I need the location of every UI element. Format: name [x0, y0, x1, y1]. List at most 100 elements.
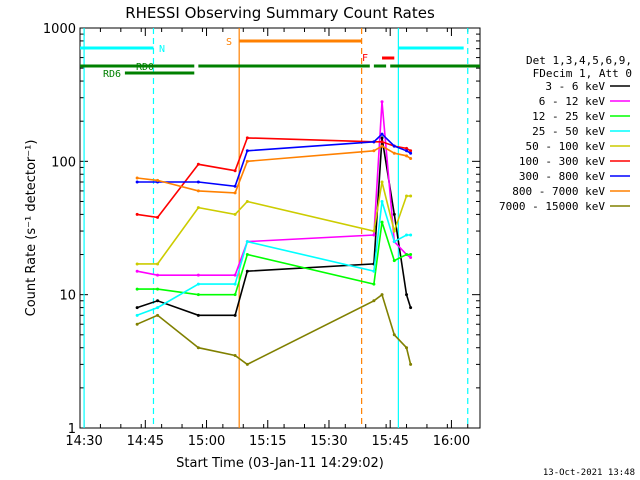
legend-entry-label: 7000 - 15000 keV	[499, 200, 605, 213]
series-line	[136, 137, 412, 219]
timestamp: 13-Oct-2021 13:48	[543, 468, 635, 478]
series-point	[233, 353, 237, 357]
series-point	[405, 233, 409, 237]
x-tick-label: 16:00	[433, 434, 470, 449]
series-point	[372, 233, 376, 237]
series-point	[380, 132, 384, 136]
series-point	[196, 180, 200, 184]
legend-header: FDecim 1, Att 0	[533, 67, 632, 80]
series-point	[409, 157, 413, 161]
series-point	[372, 149, 376, 153]
series-point	[245, 240, 249, 244]
chart-title: RHESSI Observing Summary Count Rates	[125, 4, 435, 22]
series-point	[380, 100, 384, 104]
series-line	[136, 101, 412, 277]
series-point	[372, 282, 376, 286]
series-point	[233, 282, 237, 286]
series-point	[233, 184, 237, 188]
series-point	[409, 306, 413, 310]
status-bars-layer: N S F RD0 RD6	[80, 37, 480, 80]
series-point	[392, 229, 396, 233]
series-line	[137, 132, 412, 188]
legend-entry-label: 3 - 6 keV	[545, 80, 605, 93]
y-axis-label: Count Rate (s⁻¹ detector⁻¹)	[24, 140, 39, 317]
series-point	[405, 194, 409, 198]
series-point	[135, 180, 139, 184]
series-point	[245, 199, 249, 203]
series-line	[137, 221, 411, 296]
legend-header: Det 1,3,4,5,6,9,	[526, 54, 632, 67]
series-point	[135, 212, 139, 216]
series-line	[137, 145, 412, 194]
series-point	[245, 136, 249, 140]
legend-entry-label: 6 - 12 keV	[539, 95, 606, 108]
series-point	[409, 255, 413, 259]
series-point	[196, 189, 200, 193]
series-point	[380, 136, 384, 140]
series-point	[156, 262, 160, 266]
series-point	[405, 253, 409, 257]
series-point	[196, 346, 200, 350]
x-tick-label: 14:45	[127, 434, 164, 449]
series-point	[409, 151, 413, 155]
x-tick-label: 15:45	[371, 434, 408, 449]
series-point	[372, 229, 376, 233]
x-axis-label: Start Time (03-Jan-11 14:29:02)	[176, 456, 384, 471]
series-point	[156, 306, 160, 310]
series-point	[233, 293, 237, 297]
series-line	[136, 137, 412, 317]
status-bar-label: RD0	[136, 62, 154, 73]
series-point	[245, 362, 249, 366]
series-point	[245, 149, 249, 153]
series-point	[156, 299, 160, 303]
series-point	[233, 169, 237, 173]
series-point	[380, 140, 384, 144]
series-point	[245, 253, 249, 257]
x-tick-label: 14:30	[65, 434, 102, 449]
legend-entry-label: 50 - 100 keV	[526, 140, 606, 153]
series-point	[135, 269, 139, 273]
legend-entry-label: 25 - 50 keV	[532, 125, 605, 138]
series-line	[136, 293, 412, 366]
series-point	[405, 146, 409, 150]
series-point	[392, 151, 396, 155]
series-point	[405, 293, 409, 297]
series-point	[233, 191, 237, 195]
series-point	[245, 269, 249, 273]
series-point	[409, 362, 413, 366]
series-point	[135, 322, 139, 326]
legend-entry-label: 800 - 7000 keV	[512, 185, 605, 198]
y-tick-label: 1000	[43, 22, 76, 37]
series-point	[392, 240, 396, 244]
series-point	[392, 144, 396, 148]
series-point	[135, 287, 139, 291]
series-point	[405, 154, 409, 158]
ticks-layer: 14:30 14:45 15:00 15:15 15:30 15:45 16:00 1 10 10…	[43, 22, 480, 449]
x-tick-label: 15:30	[310, 434, 347, 449]
series-point	[392, 259, 396, 263]
series-point	[196, 282, 200, 286]
series-point	[245, 159, 249, 163]
y-tick-label: 10	[59, 289, 76, 304]
series-point	[380, 293, 384, 297]
series-point	[196, 206, 200, 210]
series-point	[409, 194, 413, 198]
series-point	[196, 313, 200, 317]
series-line	[137, 181, 411, 265]
series-point	[196, 273, 200, 277]
status-bar-label: RD6	[103, 69, 121, 80]
series-point	[135, 262, 139, 266]
series-point	[156, 313, 160, 317]
vertical-lines-layer	[83, 28, 469, 428]
legend-entry-label: 100 - 300 keV	[519, 155, 605, 168]
series-point	[409, 253, 413, 257]
x-tick-label: 15:00	[188, 434, 225, 449]
legend-entry-label: 12 - 25 keV	[532, 110, 605, 123]
x-tick-label: 15:15	[249, 434, 286, 449]
series-point	[156, 215, 160, 219]
series-point	[409, 149, 413, 153]
series-point	[135, 176, 139, 180]
status-bar-label: S	[226, 37, 232, 48]
series-point	[135, 306, 139, 310]
series-point	[380, 220, 384, 224]
